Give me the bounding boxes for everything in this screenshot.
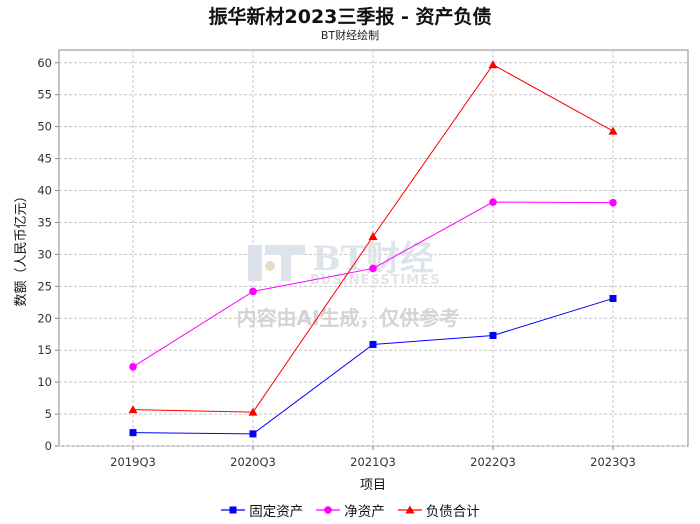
data-point: [368, 232, 378, 241]
x-axis-ticks: 2019Q3 2020Q3 2021Q3 2022Q3 2023Q3: [110, 446, 636, 469]
legend-marker: [229, 506, 237, 514]
y-tick-label: 15: [37, 343, 52, 357]
legend-key-icon: [397, 505, 422, 514]
y-tick-label: 30: [37, 247, 52, 261]
y-tick-label: 25: [37, 279, 52, 293]
x-tick-label: 2021Q3: [350, 455, 396, 469]
data-point: [489, 198, 497, 206]
legend: 固定资产 净资产 负债合计: [0, 500, 700, 521]
x-tick-label: 2020Q3: [230, 455, 276, 469]
y-tick-label: 40: [37, 184, 52, 198]
data-point: [488, 60, 498, 69]
legend-marker: [405, 505, 415, 514]
data-point: [608, 126, 618, 135]
y-tick-label: 10: [37, 375, 52, 389]
data-point: [369, 340, 377, 348]
y-axis-ticks: 0 5 10 15 20 25 30 35 40 45 50 55 60: [37, 56, 59, 453]
data-point: [489, 332, 497, 340]
series-0: [129, 294, 617, 438]
legend-label: 固定资产: [249, 504, 304, 520]
chart-subtitle: BT财经绘制: [320, 29, 380, 42]
data-point: [128, 405, 138, 414]
legend-label: 净资产: [344, 504, 385, 520]
legend-label: 负债合计: [425, 504, 480, 520]
x-tick-label: 2023Q3: [590, 455, 636, 469]
data-point: [249, 430, 257, 438]
x-tick-label: 2019Q3: [110, 455, 156, 469]
watermark-note: 内容由AI生成，仅供参考: [237, 306, 460, 330]
y-tick-label: 45: [37, 152, 52, 166]
gridlines: [59, 50, 688, 447]
legend-key-icon: [221, 506, 246, 514]
data-point: [249, 287, 257, 296]
y-tick-label: 0: [45, 439, 52, 453]
chart-title: 振华新材2023三季报 - 资产负债: [208, 6, 492, 28]
data-point: [609, 198, 617, 207]
series-layer: [128, 60, 618, 438]
watermark-brand-sub: BUSINESSTIMES: [310, 273, 440, 288]
data-point: [369, 264, 377, 273]
data-point: [129, 429, 137, 437]
x-tick-label: 2022Q3: [470, 455, 516, 469]
x-axis-label: 项目: [360, 478, 386, 493]
legend-item: 固定资产: [220, 500, 303, 520]
watermark-logo-icon: [248, 245, 305, 281]
y-tick-label: 35: [37, 215, 52, 229]
legend-marker: [324, 506, 333, 514]
legend-item: 净资产: [315, 500, 385, 520]
y-tick-label: 50: [37, 120, 52, 134]
y-tick-label: 60: [37, 56, 52, 70]
data-point: [248, 407, 258, 416]
y-tick-label: 20: [37, 311, 52, 325]
data-point: [609, 294, 617, 302]
series-1: [129, 198, 617, 371]
legend-key-icon: [316, 506, 341, 514]
y-tick-label: 55: [37, 88, 52, 102]
watermark: BT财经 BUSINESSTIMES 内容由AI生成，仅供参考: [237, 239, 460, 330]
y-tick-label: 5: [45, 407, 52, 421]
series-2: [128, 60, 618, 416]
data-point: [129, 363, 137, 371]
y-axis-label: 数额（人民币亿元）: [14, 189, 29, 306]
legend-item: 负债合计: [397, 500, 480, 520]
